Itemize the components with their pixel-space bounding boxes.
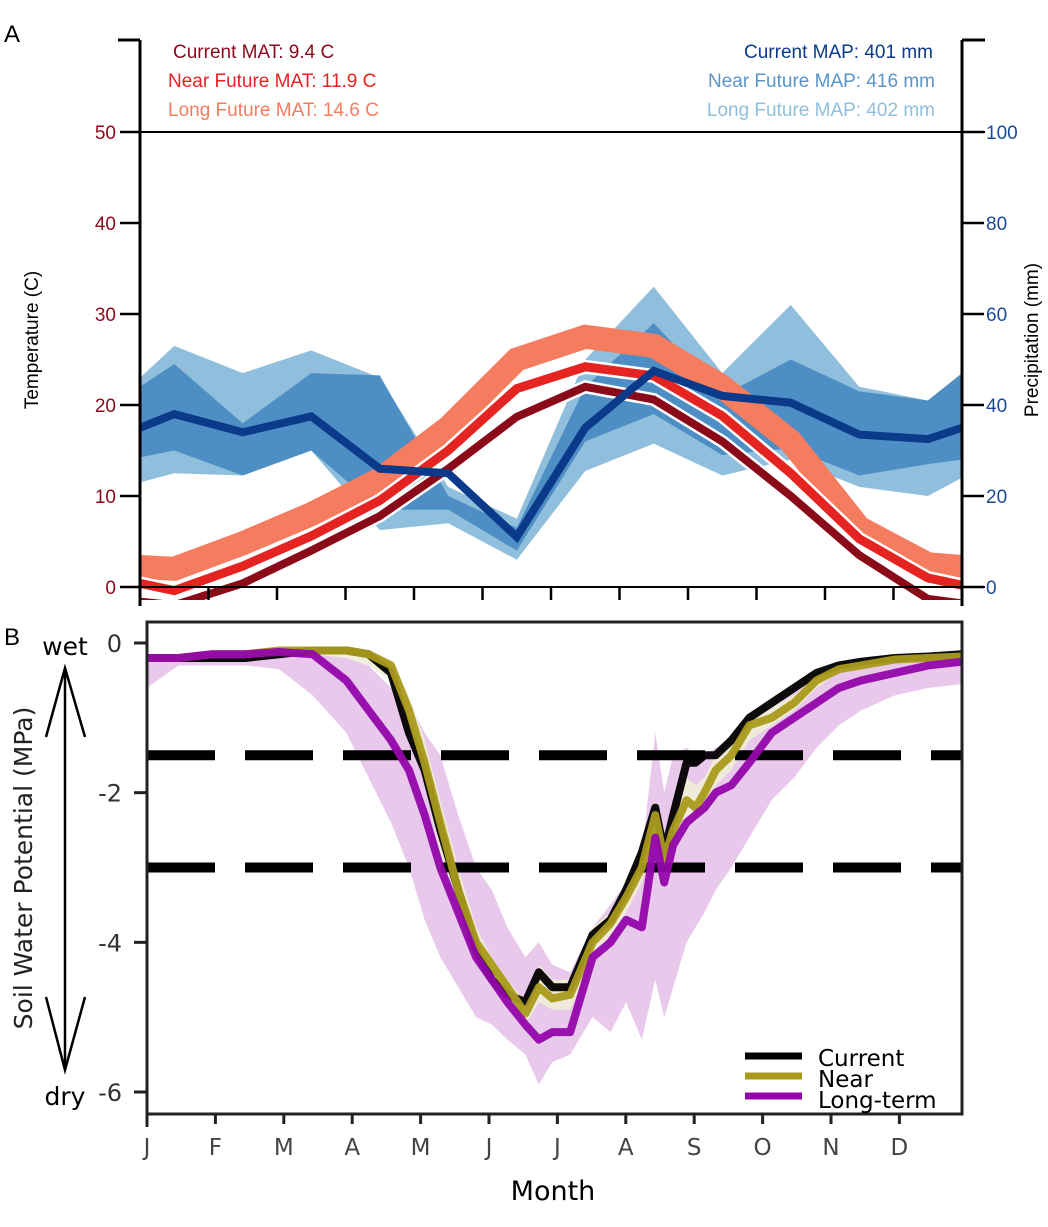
wet-label: wet bbox=[42, 632, 88, 661]
x-tick-label-month: A bbox=[618, 1135, 634, 1161]
x-tick-label-month: F bbox=[209, 1135, 222, 1161]
arrow-head-up-icon bbox=[44, 663, 87, 738]
legend-label-near: Near bbox=[818, 1067, 873, 1093]
y-tick-label-temp: 20 bbox=[95, 396, 116, 417]
y-tick-label-precip: 60 bbox=[986, 305, 1007, 326]
annotation-near-map: Near Future MAP: 416 mm bbox=[708, 71, 935, 92]
plot-frame bbox=[145, 620, 964, 1116]
y-tick-label-temp: 10 bbox=[95, 487, 116, 508]
x-tick-label-month: M bbox=[411, 1135, 431, 1161]
y-tick-label-temp: 40 bbox=[95, 214, 116, 235]
y-tick-label-precip: 100 bbox=[986, 123, 1018, 144]
panel-a: A 0 10 20 30 40 50 0 20 40 60 80 100 Current MAT: 9… bbox=[4, 21, 1043, 606]
y-tick-label-soil: 0 bbox=[107, 630, 122, 658]
soil-water-lines bbox=[147, 646, 962, 1044]
temp-line-near-future bbox=[140, 362, 962, 596]
temperature-annotations: Current MAT: 9.4 C Near Future MAT: 11.9… bbox=[168, 42, 379, 121]
y-tick-label-precip: 80 bbox=[986, 214, 1007, 235]
axis-ticks: 0 10 20 30 40 50 0 20 40 60 80 100 bbox=[95, 123, 1018, 606]
panel-a-label: A bbox=[4, 21, 20, 48]
x-tick-label-month: D bbox=[891, 1135, 909, 1161]
soil-line-long-term bbox=[147, 647, 962, 1044]
precip-band-outer bbox=[140, 286, 962, 560]
precipitation-bands bbox=[140, 286, 962, 560]
y-tick-label-soil: -6 bbox=[98, 1079, 122, 1107]
annotation-long-mat: Long Future MAT: 14.6 C bbox=[168, 100, 379, 121]
x-tick-label-month: N bbox=[822, 1135, 839, 1161]
y-axis-label-precipitation: Precipitation (mm) bbox=[1022, 263, 1043, 417]
x-tick-label-month: J bbox=[142, 1135, 151, 1161]
x-tick-label-month: J bbox=[552, 1135, 561, 1161]
panel-b: B 0 -2 -4 -6 J F M A M J J A S O N D wet dry Soil Water… bbox=[4, 620, 964, 1207]
annotation-current-mat: Current MAT: 9.4 C bbox=[173, 42, 334, 63]
y-axis-label-soil-water: Soil Water Potential (MPa) bbox=[9, 707, 38, 1030]
soil-line-near bbox=[147, 646, 962, 1018]
y-tick-label-temp: 50 bbox=[95, 123, 116, 144]
axis-ticks-b: 0 -2 -4 -6 J F M A M J J A S O N D bbox=[98, 630, 908, 1161]
temp-line-current bbox=[140, 382, 962, 600]
y-tick-label-precip: 40 bbox=[986, 396, 1007, 417]
x-tick-label-month: A bbox=[344, 1135, 360, 1161]
wet-dry-arrow bbox=[44, 663, 87, 1075]
y-tick-label-precip: 20 bbox=[986, 487, 1007, 508]
temp-line-long-future bbox=[140, 324, 962, 581]
x-tick-label-month: J bbox=[484, 1135, 493, 1161]
legend-label-current: Current bbox=[818, 1046, 904, 1072]
precipitation-annotations: Current MAP: 401 mm Near Future MAP: 416… bbox=[707, 42, 935, 121]
x-tick-label-month: M bbox=[274, 1135, 294, 1161]
annotation-current-map: Current MAP: 401 mm bbox=[744, 42, 933, 63]
threshold-lines bbox=[147, 750, 962, 873]
y-axis-label-temperature: Temperature (C) bbox=[22, 271, 43, 409]
panel-b-label: B bbox=[4, 624, 20, 651]
y-tick-label-precip: 0 bbox=[986, 578, 997, 599]
y-tick-label-temp: 0 bbox=[105, 578, 116, 599]
annotation-near-mat: Near Future MAT: 11.9 C bbox=[168, 71, 376, 92]
temperature-lines bbox=[140, 324, 962, 600]
x-axis-label-month: Month bbox=[511, 1176, 596, 1207]
legend-label-long-term: Long-term bbox=[818, 1088, 937, 1114]
dry-label: dry bbox=[45, 1082, 86, 1111]
legend: Current Near Long-term bbox=[745, 1046, 937, 1114]
y-tick-label-temp: 30 bbox=[95, 305, 116, 326]
precip-line-current bbox=[140, 366, 962, 544]
x-tick-label-month: O bbox=[754, 1135, 772, 1161]
x-tick-label-month: S bbox=[687, 1135, 702, 1161]
y-tick-label-soil: -2 bbox=[98, 780, 122, 808]
annotation-long-map: Long Future MAP: 402 mm bbox=[707, 100, 935, 121]
y-tick-label-soil: -4 bbox=[98, 929, 122, 957]
precip-band-inner bbox=[140, 323, 962, 551]
arrow-head-down-icon bbox=[44, 996, 87, 1075]
